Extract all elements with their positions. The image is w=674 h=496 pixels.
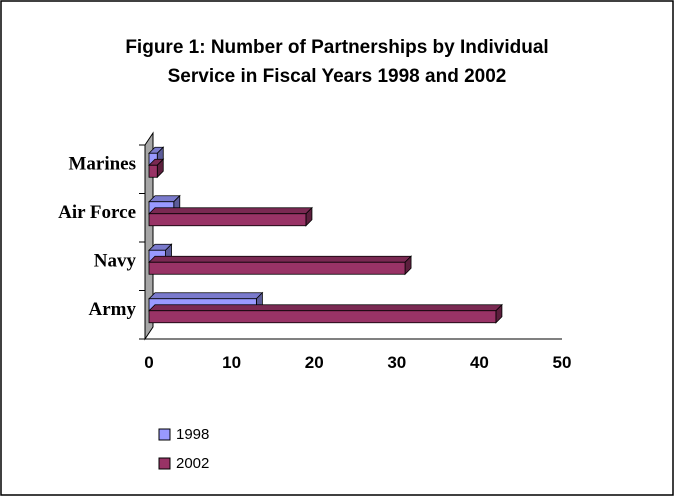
bar-air-force-2002 — [148, 206, 313, 227]
chart-title-line-1: Figure 1: Number of Partnerships by Indi… — [125, 37, 548, 58]
legend-label-2002: 2002 — [176, 455, 209, 472]
bar-top-face — [148, 292, 264, 300]
bar-top-face — [148, 255, 413, 263]
bar-front-face — [148, 213, 307, 227]
x-tick-label: 40 — [470, 353, 489, 372]
bar-front-face — [148, 164, 158, 178]
bar-top-face — [148, 207, 313, 215]
category-label-air-force: Air Force — [58, 202, 136, 223]
bar-marines-2002 — [148, 158, 165, 179]
x-tick-label: 10 — [222, 353, 241, 372]
legend-swatch-1998 — [158, 428, 171, 441]
legend-label-1998: 1998 — [176, 426, 209, 443]
category-label-navy: Navy — [94, 250, 137, 271]
legend: 1998 2002 — [158, 426, 209, 472]
category-labels: Marines Air Force Navy Army — [58, 153, 136, 320]
bar-navy-2002 — [148, 255, 413, 276]
x-tick-label: 50 — [553, 353, 572, 372]
plot-area — [139, 131, 562, 341]
x-tick-label: 20 — [305, 353, 324, 372]
x-axis-tick-labels: 0 10 20 30 40 50 — [144, 353, 571, 372]
bar-front-face — [148, 261, 406, 275]
legend-swatch-2002 — [158, 457, 171, 470]
x-tick-label: 0 — [144, 353, 153, 372]
category-label-army: Army — [89, 299, 137, 320]
chart-title-line-2: Service in Fiscal Years 1998 and 2002 — [168, 66, 507, 87]
axis-wall — [144, 131, 154, 341]
x-tick-label: 30 — [387, 353, 406, 372]
bar-army-2002 — [148, 303, 503, 324]
bar-top-face — [148, 304, 503, 312]
bar-front-face — [148, 310, 497, 324]
category-label-marines: Marines — [68, 153, 136, 174]
